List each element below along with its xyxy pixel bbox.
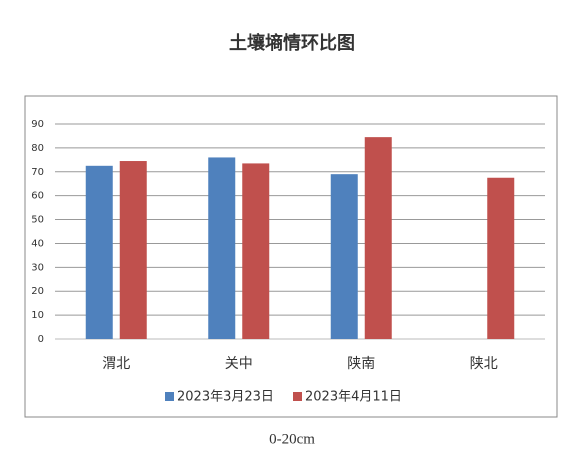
y-tick-label: 0 <box>38 334 44 345</box>
legend-label: 2023年4月11日 <box>305 390 402 405</box>
y-tick-label: 40 <box>31 238 44 249</box>
y-tick-label: 30 <box>31 262 44 273</box>
bar <box>487 177 515 339</box>
y-tick-label: 80 <box>31 143 44 154</box>
y-tick-label: 70 <box>31 167 44 178</box>
chart-frame <box>24 95 558 418</box>
x-tick-label: 渭北 <box>102 356 130 372</box>
caption: 0-20cm <box>269 431 315 447</box>
bar <box>330 174 358 339</box>
y-tick-label: 60 <box>31 191 44 202</box>
bar <box>208 157 236 339</box>
legend-swatch <box>165 392 174 401</box>
y-tick-label: 10 <box>31 310 44 321</box>
y-tick-label: 50 <box>31 215 44 226</box>
y-tick-label: 20 <box>31 286 44 297</box>
y-tick-label: 90 <box>31 119 44 130</box>
bar <box>242 163 270 339</box>
bar <box>364 137 392 339</box>
legend-label: 2023年3月23日 <box>177 390 274 405</box>
bar <box>85 165 113 339</box>
bar <box>119 161 147 339</box>
x-tick-label: 陕北 <box>470 356 498 372</box>
x-tick-label: 陕南 <box>347 356 375 372</box>
legend-swatch <box>293 392 302 401</box>
x-tick-label: 关中 <box>225 356 253 372</box>
chart-title: 土壤墒情环比图 <box>229 32 355 54</box>
